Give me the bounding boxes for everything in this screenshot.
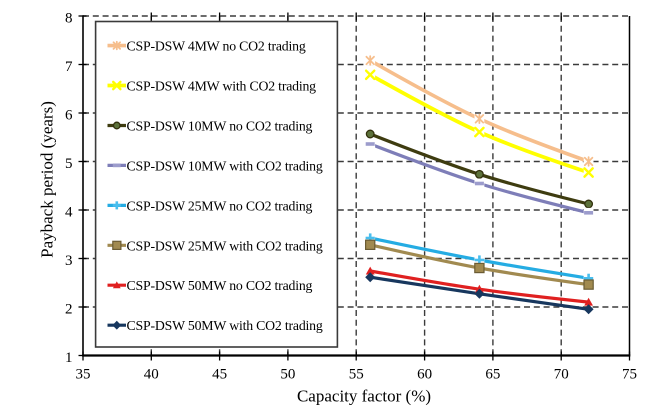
svg-text:CSP-DSW 50MW with CO2 trading: CSP-DSW 50MW with CO2 trading xyxy=(127,318,323,333)
svg-text:45: 45 xyxy=(212,367,227,383)
svg-text:1: 1 xyxy=(65,350,73,366)
svg-text:60: 60 xyxy=(417,367,432,383)
svg-text:3: 3 xyxy=(65,253,73,269)
svg-text:35: 35 xyxy=(76,367,91,383)
svg-text:75: 75 xyxy=(622,367,637,383)
svg-text:7: 7 xyxy=(65,59,73,75)
svg-text:Capacity factor (%): Capacity factor (%) xyxy=(297,387,431,406)
svg-text:CSP-DSW 50MW no CO2 trading: CSP-DSW 50MW no CO2 trading xyxy=(127,278,313,293)
svg-text:40: 40 xyxy=(144,367,159,383)
svg-text:8: 8 xyxy=(65,11,73,27)
svg-text:CSP-DSW 10MW no CO2 trading: CSP-DSW 10MW no CO2 trading xyxy=(127,119,313,134)
svg-text:50: 50 xyxy=(280,367,295,383)
svg-text:65: 65 xyxy=(485,367,500,383)
svg-text:CSP-DSW 4MW no CO2 trading: CSP-DSW 4MW no CO2 trading xyxy=(127,39,306,54)
svg-text:2: 2 xyxy=(65,302,73,318)
svg-text:5: 5 xyxy=(65,156,73,172)
svg-text:4: 4 xyxy=(65,205,73,221)
svg-text:CSP-DSW 10MW with CO2 trading: CSP-DSW 10MW with CO2 trading xyxy=(127,158,323,173)
svg-text:CSP-DSW 25MW no CO2 trading: CSP-DSW 25MW no CO2 trading xyxy=(127,198,313,213)
svg-text:70: 70 xyxy=(554,367,569,383)
svg-text:CSP-DSW 25MW with CO2 trading: CSP-DSW 25MW with CO2 trading xyxy=(127,238,323,253)
svg-text:CSP-DSW 4MW with CO2 trading: CSP-DSW 4MW with CO2 trading xyxy=(127,79,317,94)
svg-text:6: 6 xyxy=(65,108,73,124)
svg-text:Payback period (years): Payback period (years) xyxy=(38,101,57,258)
svg-text:55: 55 xyxy=(349,367,364,383)
